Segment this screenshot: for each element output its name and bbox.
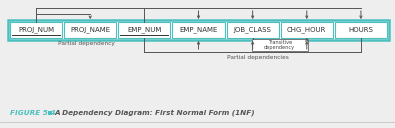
Bar	[335, 22, 387, 38]
Bar	[281, 22, 333, 38]
Bar	[252, 39, 308, 51]
Text: Transitive
dependency: Transitive dependency	[264, 40, 295, 50]
Bar	[118, 22, 170, 38]
Text: PROJ_NUM: PROJ_NUM	[18, 27, 54, 33]
Bar	[48, 111, 52, 115]
Text: EMP_NUM: EMP_NUM	[127, 27, 162, 33]
Text: Partial dependency: Partial dependency	[58, 41, 115, 46]
Bar	[227, 22, 279, 38]
Bar	[173, 22, 225, 38]
Text: EMP_NAME: EMP_NAME	[179, 27, 218, 33]
Text: FIGURE 5.4: FIGURE 5.4	[10, 110, 56, 116]
Text: Partial dependencies: Partial dependencies	[227, 55, 289, 60]
Text: A Dependency Diagram: First Normal Form (1NF): A Dependency Diagram: First Normal Form …	[54, 110, 255, 116]
Bar	[10, 22, 62, 38]
Text: HOURS: HOURS	[348, 27, 373, 33]
Bar	[64, 22, 116, 38]
Text: PROJ_NAME: PROJ_NAME	[70, 27, 110, 33]
Bar	[8, 20, 389, 40]
Text: JOB_CLASS: JOB_CLASS	[234, 27, 272, 33]
Text: CHG_HOUR: CHG_HOUR	[287, 27, 327, 33]
